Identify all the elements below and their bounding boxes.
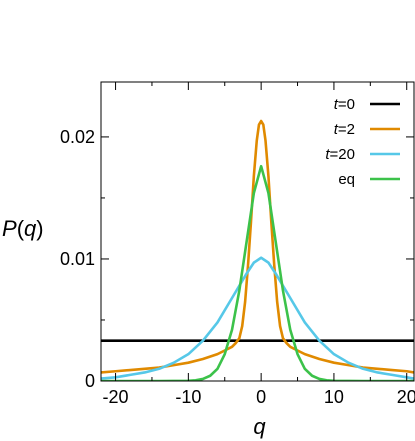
x-tick-label: -10	[175, 387, 201, 407]
x-tick-label: 0	[256, 387, 266, 407]
x-tick-label: 20	[397, 387, 415, 407]
legend-label: eq	[338, 171, 355, 188]
x-tick-label: -20	[103, 387, 129, 407]
x-tick-label: 10	[324, 387, 344, 407]
axes-layer: -20 -10 0 10 20 0 0.01 0.02 q P(q)	[2, 81, 415, 439]
series-line-t2	[101, 119, 414, 374]
legend-label: t=2	[334, 121, 355, 138]
y-tick-label: 0	[85, 371, 95, 391]
x-axis-label: q	[253, 414, 266, 439]
series-line-eq	[101, 164, 414, 381]
plot-frame	[100, 81, 415, 382]
series-line-t20	[101, 256, 414, 380]
series-layer	[101, 119, 414, 381]
y-tick-label: 0.01	[60, 249, 95, 269]
legend: t=0 t=2 t=20 eq	[325, 96, 400, 188]
y-axis-label: P(q)	[2, 216, 44, 241]
y-tick-label: 0.02	[60, 127, 95, 147]
legend-label: t=0	[334, 96, 355, 113]
legend-label: t=20	[325, 146, 355, 163]
